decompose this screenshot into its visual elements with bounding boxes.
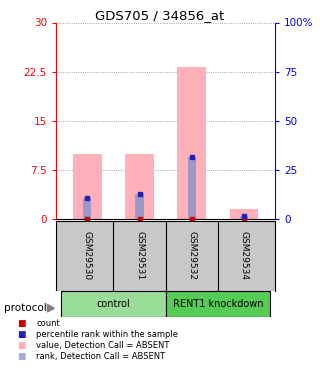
Text: protocol: protocol xyxy=(4,303,47,313)
Text: ■: ■ xyxy=(18,341,26,350)
Bar xyxy=(177,67,206,219)
Text: value, Detection Call = ABSENT: value, Detection Call = ABSENT xyxy=(36,341,170,350)
Text: rank, Detection Call = ABSENT: rank, Detection Call = ABSENT xyxy=(36,352,165,362)
Bar xyxy=(73,154,102,219)
Text: ■: ■ xyxy=(18,319,26,328)
Text: ■: ■ xyxy=(18,352,26,362)
Bar xyxy=(229,209,258,219)
Text: GSM29530: GSM29530 xyxy=(83,231,92,280)
Text: control: control xyxy=(97,299,130,309)
Bar xyxy=(188,157,196,219)
Bar xyxy=(135,194,144,219)
Text: GSM29534: GSM29534 xyxy=(239,231,248,280)
Text: GDS705 / 34856_at: GDS705 / 34856_at xyxy=(95,9,225,22)
Text: percentile rank within the sample: percentile rank within the sample xyxy=(36,330,178,339)
Text: RENT1 knockdown: RENT1 knockdown xyxy=(172,299,263,309)
Text: count: count xyxy=(36,319,60,328)
Polygon shape xyxy=(47,304,54,312)
Text: GSM29532: GSM29532 xyxy=(187,231,196,280)
Text: ■: ■ xyxy=(18,330,26,339)
Bar xyxy=(240,216,248,219)
Text: GSM29531: GSM29531 xyxy=(135,231,144,280)
Bar xyxy=(125,154,154,219)
Bar xyxy=(166,291,270,317)
Bar xyxy=(83,198,91,219)
Bar xyxy=(61,291,166,317)
